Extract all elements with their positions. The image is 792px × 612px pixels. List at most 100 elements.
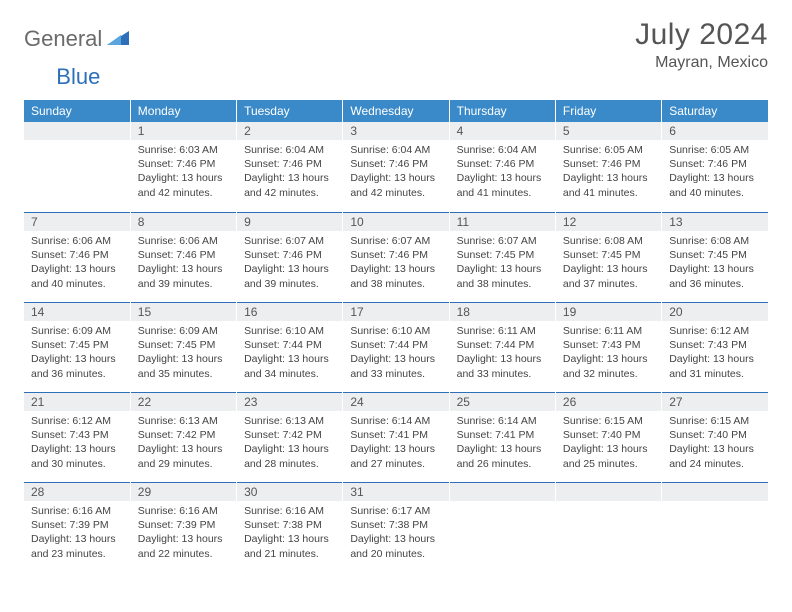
day-details: Sunrise: 6:03 AMSunset: 7:46 PMDaylight:… bbox=[131, 140, 236, 206]
day-header-monday: Monday bbox=[130, 100, 236, 122]
day-header-sunday: Sunday bbox=[24, 100, 130, 122]
day-number: 25 bbox=[450, 392, 555, 411]
day-cell-10: 10Sunrise: 6:07 AMSunset: 7:46 PMDayligh… bbox=[343, 212, 449, 302]
day-details: Sunrise: 6:04 AMSunset: 7:46 PMDaylight:… bbox=[237, 140, 342, 206]
day-number: 13 bbox=[662, 212, 768, 231]
calendar-row: 1Sunrise: 6:03 AMSunset: 7:46 PMDaylight… bbox=[24, 122, 768, 212]
day-cell-29: 29Sunrise: 6:16 AMSunset: 7:39 PMDayligh… bbox=[130, 482, 236, 572]
day-cell-28: 28Sunrise: 6:16 AMSunset: 7:39 PMDayligh… bbox=[24, 482, 130, 572]
day-number: 7 bbox=[24, 212, 130, 231]
day-cell-6: 6Sunrise: 6:05 AMSunset: 7:46 PMDaylight… bbox=[662, 122, 768, 212]
day-cell-15: 15Sunrise: 6:09 AMSunset: 7:45 PMDayligh… bbox=[130, 302, 236, 392]
day-header-thursday: Thursday bbox=[449, 100, 555, 122]
location: Mayran, Mexico bbox=[635, 54, 768, 72]
day-details: Sunrise: 6:09 AMSunset: 7:45 PMDaylight:… bbox=[24, 321, 130, 387]
day-details: Sunrise: 6:14 AMSunset: 7:41 PMDaylight:… bbox=[343, 411, 448, 477]
day-number: 15 bbox=[131, 302, 236, 321]
day-details: Sunrise: 6:11 AMSunset: 7:44 PMDaylight:… bbox=[450, 321, 555, 387]
empty-body bbox=[24, 140, 130, 200]
day-number: 30 bbox=[237, 482, 342, 501]
day-number: 24 bbox=[343, 392, 448, 411]
day-number: 9 bbox=[237, 212, 342, 231]
day-number: 29 bbox=[131, 482, 236, 501]
day-cell-5: 5Sunrise: 6:05 AMSunset: 7:46 PMDaylight… bbox=[555, 122, 661, 212]
day-number: 5 bbox=[556, 122, 661, 140]
day-details: Sunrise: 6:04 AMSunset: 7:46 PMDaylight:… bbox=[450, 140, 555, 206]
calendar-row: 21Sunrise: 6:12 AMSunset: 7:43 PMDayligh… bbox=[24, 392, 768, 482]
calendar-row: 14Sunrise: 6:09 AMSunset: 7:45 PMDayligh… bbox=[24, 302, 768, 392]
day-number: 8 bbox=[131, 212, 236, 231]
day-cell-11: 11Sunrise: 6:07 AMSunset: 7:45 PMDayligh… bbox=[449, 212, 555, 302]
day-details: Sunrise: 6:05 AMSunset: 7:46 PMDaylight:… bbox=[556, 140, 661, 206]
day-details: Sunrise: 6:05 AMSunset: 7:46 PMDaylight:… bbox=[662, 140, 768, 206]
logo-text-blue: Blue bbox=[56, 64, 100, 90]
day-number: 21 bbox=[24, 392, 130, 411]
empty-daynum bbox=[556, 482, 661, 501]
day-number: 27 bbox=[662, 392, 768, 411]
day-header-friday: Friday bbox=[555, 100, 661, 122]
day-details: Sunrise: 6:15 AMSunset: 7:40 PMDaylight:… bbox=[556, 411, 661, 477]
day-details: Sunrise: 6:04 AMSunset: 7:46 PMDaylight:… bbox=[343, 140, 448, 206]
day-cell-23: 23Sunrise: 6:13 AMSunset: 7:42 PMDayligh… bbox=[237, 392, 343, 482]
day-cell-7: 7Sunrise: 6:06 AMSunset: 7:46 PMDaylight… bbox=[24, 212, 130, 302]
day-cell-9: 9Sunrise: 6:07 AMSunset: 7:46 PMDaylight… bbox=[237, 212, 343, 302]
empty-cell bbox=[662, 482, 768, 572]
day-cell-21: 21Sunrise: 6:12 AMSunset: 7:43 PMDayligh… bbox=[24, 392, 130, 482]
day-cell-3: 3Sunrise: 6:04 AMSunset: 7:46 PMDaylight… bbox=[343, 122, 449, 212]
day-details: Sunrise: 6:10 AMSunset: 7:44 PMDaylight:… bbox=[343, 321, 448, 387]
day-cell-13: 13Sunrise: 6:08 AMSunset: 7:45 PMDayligh… bbox=[662, 212, 768, 302]
day-number: 12 bbox=[556, 212, 661, 231]
calendar-header-row: SundayMondayTuesdayWednesdayThursdayFrid… bbox=[24, 100, 768, 122]
day-number: 26 bbox=[556, 392, 661, 411]
day-details: Sunrise: 6:06 AMSunset: 7:46 PMDaylight:… bbox=[24, 231, 130, 297]
day-number: 11 bbox=[450, 212, 555, 231]
day-cell-4: 4Sunrise: 6:04 AMSunset: 7:46 PMDaylight… bbox=[449, 122, 555, 212]
day-number: 14 bbox=[24, 302, 130, 321]
day-details: Sunrise: 6:10 AMSunset: 7:44 PMDaylight:… bbox=[237, 321, 342, 387]
day-number: 17 bbox=[343, 302, 448, 321]
day-details: Sunrise: 6:14 AMSunset: 7:41 PMDaylight:… bbox=[450, 411, 555, 477]
empty-cell bbox=[555, 482, 661, 572]
day-details: Sunrise: 6:16 AMSunset: 7:38 PMDaylight:… bbox=[237, 501, 342, 567]
day-number: 3 bbox=[343, 122, 448, 140]
logo: General bbox=[24, 18, 131, 52]
month-title: July 2024 bbox=[635, 18, 768, 52]
day-details: Sunrise: 6:13 AMSunset: 7:42 PMDaylight:… bbox=[131, 411, 236, 477]
day-details: Sunrise: 6:17 AMSunset: 7:38 PMDaylight:… bbox=[343, 501, 448, 567]
day-details: Sunrise: 6:07 AMSunset: 7:46 PMDaylight:… bbox=[237, 231, 342, 297]
day-number: 18 bbox=[450, 302, 555, 321]
day-number: 23 bbox=[237, 392, 342, 411]
calendar-table: SundayMondayTuesdayWednesdayThursdayFrid… bbox=[24, 100, 768, 572]
calendar-body: 1Sunrise: 6:03 AMSunset: 7:46 PMDaylight… bbox=[24, 122, 768, 572]
day-details: Sunrise: 6:12 AMSunset: 7:43 PMDaylight:… bbox=[662, 321, 768, 387]
day-number: 2 bbox=[237, 122, 342, 140]
day-details: Sunrise: 6:13 AMSunset: 7:42 PMDaylight:… bbox=[237, 411, 342, 477]
day-cell-24: 24Sunrise: 6:14 AMSunset: 7:41 PMDayligh… bbox=[343, 392, 449, 482]
empty-daynum bbox=[24, 122, 130, 140]
day-number: 31 bbox=[343, 482, 448, 501]
day-cell-26: 26Sunrise: 6:15 AMSunset: 7:40 PMDayligh… bbox=[555, 392, 661, 482]
day-details: Sunrise: 6:08 AMSunset: 7:45 PMDaylight:… bbox=[556, 231, 661, 297]
day-details: Sunrise: 6:06 AMSunset: 7:46 PMDaylight:… bbox=[131, 231, 236, 297]
day-cell-27: 27Sunrise: 6:15 AMSunset: 7:40 PMDayligh… bbox=[662, 392, 768, 482]
day-cell-16: 16Sunrise: 6:10 AMSunset: 7:44 PMDayligh… bbox=[237, 302, 343, 392]
day-cell-20: 20Sunrise: 6:12 AMSunset: 7:43 PMDayligh… bbox=[662, 302, 768, 392]
day-details: Sunrise: 6:15 AMSunset: 7:40 PMDaylight:… bbox=[662, 411, 768, 477]
empty-daynum bbox=[662, 482, 768, 501]
day-number: 22 bbox=[131, 392, 236, 411]
day-header-wednesday: Wednesday bbox=[343, 100, 449, 122]
day-cell-8: 8Sunrise: 6:06 AMSunset: 7:46 PMDaylight… bbox=[130, 212, 236, 302]
empty-body bbox=[450, 501, 555, 561]
day-details: Sunrise: 6:16 AMSunset: 7:39 PMDaylight:… bbox=[24, 501, 130, 567]
day-cell-1: 1Sunrise: 6:03 AMSunset: 7:46 PMDaylight… bbox=[130, 122, 236, 212]
calendar-row: 28Sunrise: 6:16 AMSunset: 7:39 PMDayligh… bbox=[24, 482, 768, 572]
day-details: Sunrise: 6:09 AMSunset: 7:45 PMDaylight:… bbox=[131, 321, 236, 387]
calendar-row: 7Sunrise: 6:06 AMSunset: 7:46 PMDaylight… bbox=[24, 212, 768, 302]
logo-triangle-icon bbox=[107, 29, 129, 50]
day-details: Sunrise: 6:16 AMSunset: 7:39 PMDaylight:… bbox=[131, 501, 236, 567]
day-cell-19: 19Sunrise: 6:11 AMSunset: 7:43 PMDayligh… bbox=[555, 302, 661, 392]
day-cell-22: 22Sunrise: 6:13 AMSunset: 7:42 PMDayligh… bbox=[130, 392, 236, 482]
day-cell-30: 30Sunrise: 6:16 AMSunset: 7:38 PMDayligh… bbox=[237, 482, 343, 572]
day-cell-14: 14Sunrise: 6:09 AMSunset: 7:45 PMDayligh… bbox=[24, 302, 130, 392]
day-header-saturday: Saturday bbox=[662, 100, 768, 122]
